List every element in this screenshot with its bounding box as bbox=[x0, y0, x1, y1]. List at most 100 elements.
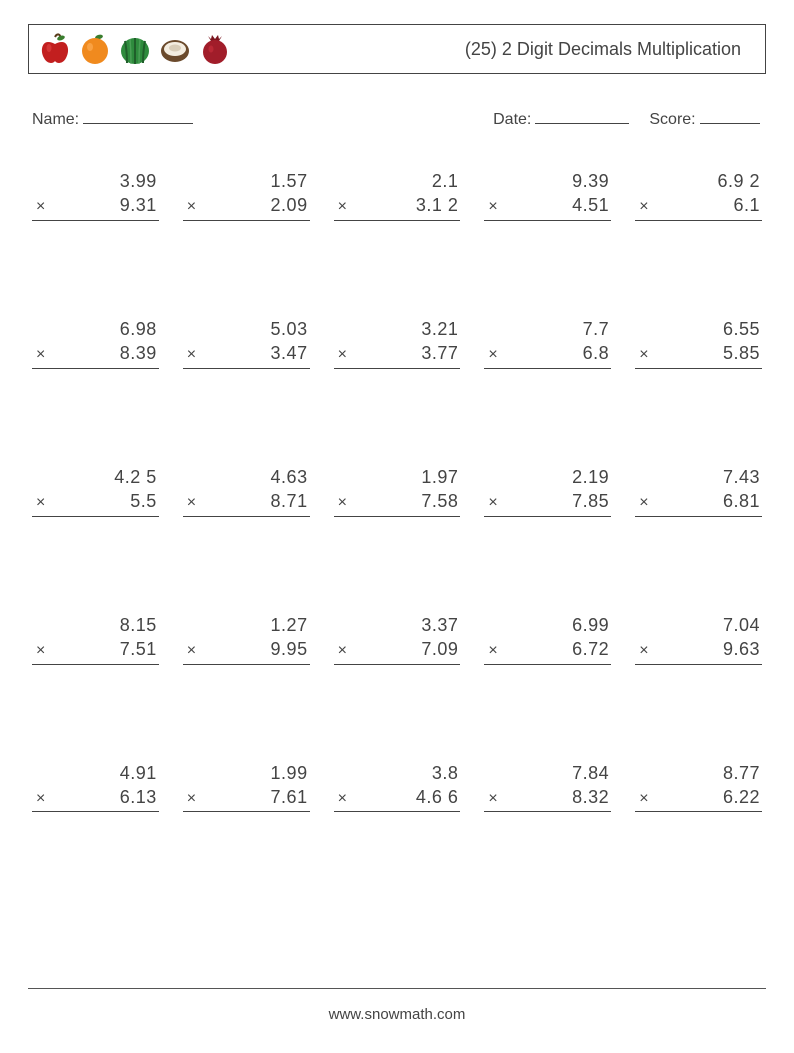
multiplier: 6.13 bbox=[120, 785, 157, 809]
multiplier-row: ×4.6 6 bbox=[334, 785, 461, 813]
operator: × bbox=[187, 492, 196, 514]
multiplicand: 6.55 bbox=[723, 317, 762, 341]
operator: × bbox=[639, 344, 648, 366]
multiplier: 5.5 bbox=[130, 489, 157, 513]
problem: 7.7×6.8 bbox=[484, 317, 611, 369]
multiplier: 6.81 bbox=[723, 489, 760, 513]
multiplier: 4.6 6 bbox=[416, 785, 459, 809]
operator: × bbox=[488, 196, 497, 218]
multiplier-row: ×9.95 bbox=[183, 637, 310, 665]
spacer-2 bbox=[629, 108, 649, 129]
header-box: (25) 2 Digit Decimals Multiplication bbox=[28, 24, 766, 74]
score-field: Score: bbox=[649, 108, 759, 129]
problem: 1.57×2.09 bbox=[183, 169, 310, 221]
operator: × bbox=[187, 344, 196, 366]
multiplier-row: ×4.51 bbox=[484, 193, 611, 221]
operator: × bbox=[488, 788, 497, 810]
multiplier-row: ×8.71 bbox=[183, 489, 310, 517]
date-field: Date: bbox=[493, 108, 629, 129]
problem: 4.2 5×5.5 bbox=[32, 465, 159, 517]
multiplier-row: ×6.13 bbox=[32, 785, 159, 813]
problem: 9.39×4.51 bbox=[484, 169, 611, 221]
multiplier: 7.51 bbox=[120, 637, 157, 661]
problem: 8.15×7.51 bbox=[32, 613, 159, 665]
multiplicand: 4.63 bbox=[271, 465, 310, 489]
operator: × bbox=[639, 788, 648, 810]
multiplier: 5.85 bbox=[723, 341, 760, 365]
operator: × bbox=[639, 640, 648, 662]
operator: × bbox=[338, 344, 347, 366]
spacer-1 bbox=[193, 108, 493, 129]
multiplier: 6.72 bbox=[572, 637, 609, 661]
multiplier-row: ×7.51 bbox=[32, 637, 159, 665]
multiplier-row: × 7.58 bbox=[334, 489, 461, 517]
multiplier-row: ×5.5 bbox=[32, 489, 159, 517]
score-label: Score: bbox=[649, 111, 695, 129]
problem: 4.63×8.71 bbox=[183, 465, 310, 517]
multiplier: 3.47 bbox=[271, 341, 308, 365]
multiplicand: 3.37 bbox=[421, 613, 460, 637]
multiplicand: 7.84 bbox=[572, 761, 611, 785]
multiplier: 7.61 bbox=[271, 785, 308, 809]
multiplier-row: ×8.39 bbox=[32, 341, 159, 369]
multiplicand: 3.8 bbox=[432, 761, 461, 785]
operator: × bbox=[488, 492, 497, 514]
multiplier-row: ×2.09 bbox=[183, 193, 310, 221]
operator: × bbox=[338, 640, 347, 662]
problem: 7.84 × 8.32 bbox=[484, 761, 611, 813]
multiplier: 7.09 bbox=[421, 637, 458, 661]
problem: 3.37 × 7.09 bbox=[334, 613, 461, 665]
multiplicand: 7.04 bbox=[723, 613, 762, 637]
multiplier-row: ×3.1 2 bbox=[334, 193, 461, 221]
multiplier: 7.85 bbox=[572, 489, 609, 513]
multiplicand: 4.2 5 bbox=[114, 465, 159, 489]
multiplier: 9.63 bbox=[723, 637, 760, 661]
problem: 3.99×9.31 bbox=[32, 169, 159, 221]
pomegranate-icon bbox=[197, 31, 233, 67]
footer-text: www.snowmath.com bbox=[0, 1006, 794, 1023]
multiplicand: 2.19 bbox=[572, 465, 611, 489]
operator: × bbox=[36, 196, 45, 218]
operator: × bbox=[338, 492, 347, 514]
multiplier-row: × 7.61 bbox=[183, 785, 310, 813]
multiplicand: 1.57 bbox=[271, 169, 310, 193]
multiplicand: 6.9 2 bbox=[717, 169, 762, 193]
problem: 2.1×3.1 2 bbox=[334, 169, 461, 221]
multiplier-row: × 6.1 bbox=[635, 193, 762, 221]
multiplicand: 1.97 bbox=[421, 465, 460, 489]
problem: 4.91×6.13 bbox=[32, 761, 159, 813]
multiplier-row: × 6.8 bbox=[484, 341, 611, 369]
multiplier-row: × 7.85 bbox=[484, 489, 611, 517]
problem-grid: 3.99×9.311.57×2.092.1×3.1 29.39×4.516.9 … bbox=[28, 169, 766, 812]
name-label: Name: bbox=[32, 111, 79, 129]
multiplicand: 1.99 bbox=[271, 761, 310, 785]
operator: × bbox=[488, 344, 497, 366]
multiplier-row: ×6.81 bbox=[635, 489, 762, 517]
operator: × bbox=[36, 344, 45, 366]
operator: × bbox=[639, 196, 648, 218]
multiplicand: 3.99 bbox=[120, 169, 159, 193]
problem: 1.27×9.95 bbox=[183, 613, 310, 665]
date-blank bbox=[535, 108, 629, 124]
multiplier: 6.8 bbox=[583, 341, 610, 365]
multiplier: 6.22 bbox=[723, 785, 760, 809]
operator: × bbox=[187, 788, 196, 810]
multiplier-row: × 3.77 bbox=[334, 341, 461, 369]
watermelon-icon bbox=[117, 31, 153, 67]
orange-icon bbox=[77, 31, 113, 67]
coconut-icon bbox=[157, 31, 193, 67]
multiplier: 3.1 2 bbox=[416, 193, 459, 217]
multiplier: 3.77 bbox=[421, 341, 458, 365]
multiplier: 6.1 bbox=[733, 193, 760, 217]
multiplier-row: × 9.63 bbox=[635, 637, 762, 665]
worksheet-title: (25) 2 Digit Decimals Multiplication bbox=[465, 39, 749, 60]
problem: 6.99×6.72 bbox=[484, 613, 611, 665]
multiplicand: 5.03 bbox=[271, 317, 310, 341]
operator: × bbox=[187, 196, 196, 218]
multiplier-row: × 8.32 bbox=[484, 785, 611, 813]
problem: 7.43×6.81 bbox=[635, 465, 762, 517]
problem: 3.21×3.77 bbox=[334, 317, 461, 369]
multiplier: 8.32 bbox=[572, 785, 609, 809]
multiplier: 7.58 bbox=[421, 489, 458, 513]
multiplicand: 7.43 bbox=[723, 465, 762, 489]
